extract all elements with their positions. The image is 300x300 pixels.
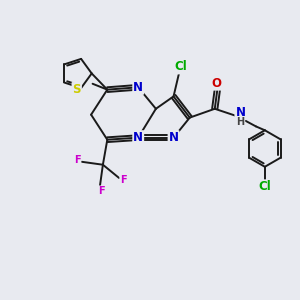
Text: F: F	[98, 186, 105, 196]
Text: O: O	[211, 77, 221, 90]
Text: S: S	[73, 83, 81, 96]
Text: N: N	[133, 81, 143, 94]
Text: F: F	[74, 155, 81, 165]
Text: F: F	[120, 175, 127, 185]
Text: N: N	[236, 106, 245, 119]
Text: H: H	[236, 117, 244, 127]
Text: Cl: Cl	[175, 61, 187, 74]
Text: N: N	[169, 131, 178, 144]
Text: N: N	[133, 131, 143, 144]
Text: Cl: Cl	[259, 180, 271, 193]
